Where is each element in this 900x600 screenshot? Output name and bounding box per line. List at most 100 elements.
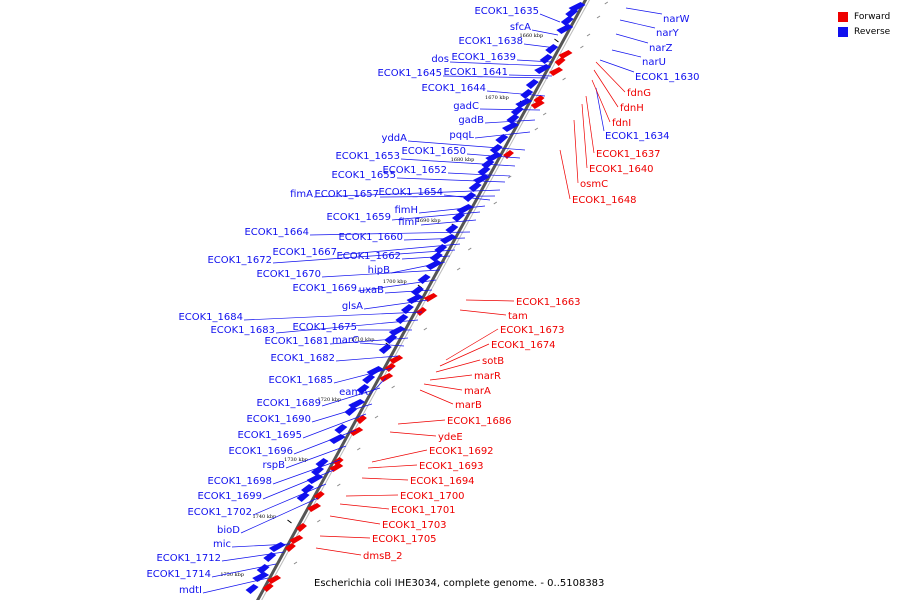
gene-label-forward[interactable]: fdnH	[620, 103, 644, 114]
gene-label-reverse[interactable]: dos	[431, 54, 449, 65]
gene-label-forward[interactable]: ECOK1_1701	[391, 505, 456, 516]
gene-label-forward[interactable]: ECOK1_1694	[410, 476, 475, 487]
reverse-gene-feature[interactable]	[545, 44, 559, 54]
forward-gene-feature[interactable]	[332, 457, 344, 466]
reverse-gene-feature[interactable]	[501, 122, 519, 132]
gene-label-reverse[interactable]: hipB	[368, 265, 390, 276]
gene-label-reverse[interactable]: ECOK1_1650	[401, 146, 466, 157]
reverse-gene-feature[interactable]	[477, 166, 491, 176]
gene-label-forward[interactable]: fdnI	[612, 118, 631, 129]
gene-label-reverse[interactable]: ECOK1_1659	[326, 212, 391, 223]
gene-label-reverse[interactable]: gadB	[458, 115, 484, 126]
gene-label-forward[interactable]: ECOK1_1700	[400, 491, 465, 502]
reverse-gene-feature[interactable]	[301, 484, 315, 494]
reverse-gene-feature[interactable]	[406, 294, 424, 304]
gene-label-reverse[interactable]: ECOK1_1653	[335, 151, 400, 162]
reverse-gene-feature[interactable]	[417, 274, 431, 284]
gene-label-reverse[interactable]: narW	[663, 14, 690, 25]
gene-label-forward[interactable]: ECOK1_1705	[372, 534, 437, 545]
reverse-gene-feature[interactable]	[425, 260, 443, 270]
forward-gene-feature[interactable]	[549, 67, 564, 76]
gene-label-forward[interactable]: ECOK1_1686	[447, 416, 512, 427]
forward-gene-feature[interactable]	[295, 523, 307, 532]
gene-label-reverse[interactable]: gadC	[453, 101, 479, 112]
gene-label-reverse[interactable]: ECOK1_1667	[272, 247, 337, 258]
forward-gene-feature[interactable]	[262, 583, 274, 592]
gene-label-reverse[interactable]: ECOK1_1630	[635, 72, 700, 83]
gene-label-reverse[interactable]: narY	[656, 28, 680, 39]
forward-gene-feature[interactable]	[423, 293, 438, 302]
reverse-gene-feature[interactable]	[515, 98, 533, 108]
gene-label-reverse[interactable]: narU	[642, 57, 666, 68]
gene-label-reverse[interactable]: fimA	[290, 189, 313, 200]
reverse-gene-feature[interactable]	[245, 584, 259, 594]
reverse-gene-feature[interactable]	[356, 384, 370, 394]
gene-label-reverse[interactable]: marC	[332, 335, 359, 346]
reverse-gene-feature[interactable]	[263, 552, 277, 562]
reverse-gene-feature[interactable]	[520, 89, 534, 99]
reverse-gene-feature[interactable]	[296, 492, 310, 502]
reverse-gene-feature[interactable]	[565, 8, 579, 18]
gene-label-forward[interactable]: fdnG	[627, 88, 651, 99]
gene-label-reverse[interactable]: ECOK1_1690	[246, 414, 311, 425]
reverse-gene-feature[interactable]	[489, 144, 503, 154]
reverse-gene-feature[interactable]	[556, 24, 574, 34]
gene-label-reverse[interactable]: ECOK1_1644	[421, 83, 486, 94]
reverse-gene-feature[interactable]	[306, 474, 324, 484]
forward-gene-feature[interactable]	[307, 503, 322, 512]
gene-label-forward[interactable]: ECOK1_1648	[572, 195, 637, 206]
gene-label-reverse[interactable]: ECOK1_1639	[451, 52, 516, 63]
gene-label-forward[interactable]: ECOK1_1693	[419, 461, 484, 472]
gene-label-reverse[interactable]: ECOK1_1634	[605, 131, 670, 142]
forward-gene-feature[interactable]	[349, 427, 364, 436]
forward-gene-feature[interactable]	[530, 100, 545, 109]
reverse-gene-feature[interactable]	[468, 182, 482, 192]
forward-gene-feature[interactable]	[267, 575, 282, 584]
gene-label-reverse[interactable]: ECOK1_1669	[292, 283, 357, 294]
gene-label-reverse[interactable]: ECOK1_1714	[146, 569, 211, 580]
gene-label-reverse[interactable]: fimH	[394, 205, 418, 216]
gene-label-reverse[interactable]: yddA	[382, 133, 408, 144]
reverse-gene-feature[interactable]	[362, 374, 376, 384]
gene-label-reverse[interactable]: ECOK1_1638	[458, 36, 523, 47]
reverse-gene-feature[interactable]	[445, 224, 459, 234]
gene-label-reverse[interactable]: ECOK1_1698	[207, 476, 272, 487]
gene-label-forward[interactable]: ECOK1_1637	[596, 149, 661, 160]
reverse-gene-feature[interactable]	[560, 16, 574, 26]
gene-label-reverse[interactable]: ECOK1_1712	[156, 553, 221, 564]
gene-label-reverse[interactable]: narZ	[649, 43, 673, 54]
gene-label-forward[interactable]: tam	[508, 311, 528, 322]
gene-label-reverse[interactable]: bioD	[217, 525, 240, 536]
gene-label-forward[interactable]: ECOK1_1663	[516, 297, 581, 308]
gene-label-reverse[interactable]: ECOK1_1652	[382, 165, 447, 176]
reverse-gene-feature[interactable]	[252, 572, 270, 582]
reverse-gene-feature[interactable]	[315, 458, 329, 468]
reverse-gene-feature[interactable]	[473, 174, 491, 184]
gene-label-reverse[interactable]: ECOK1_1684	[178, 312, 243, 323]
reverse-gene-feature[interactable]	[311, 466, 325, 476]
reverse-gene-feature[interactable]	[395, 314, 409, 324]
gene-label-reverse[interactable]: pqqL	[449, 130, 474, 141]
gene-label-forward[interactable]: dmsB_2	[363, 551, 403, 562]
gene-label-reverse[interactable]: ECOK1_1681	[264, 336, 329, 347]
forward-gene-feature[interactable]	[289, 535, 304, 544]
gene-label-forward[interactable]: ydeE	[438, 432, 463, 443]
reverse-gene-feature[interactable]	[534, 64, 552, 74]
reverse-gene-feature[interactable]	[439, 234, 457, 244]
gene-label-reverse[interactable]: ECOK1_1702	[187, 507, 252, 518]
gene-label-reverse[interactable]: ECOK1_1654	[378, 187, 443, 198]
gene-label-reverse[interactable]: ECOK1_1655	[331, 170, 396, 181]
forward-gene-feature[interactable]	[558, 50, 573, 59]
gene-label-reverse[interactable]: ECOK1_1682	[270, 353, 335, 364]
reverse-gene-feature[interactable]	[256, 564, 270, 574]
forward-gene-feature[interactable]	[533, 95, 545, 104]
gene-label-forward[interactable]: ECOK1_1703	[382, 520, 447, 531]
gene-label-reverse[interactable]: ECOK1_1662	[336, 251, 401, 262]
gene-label-reverse[interactable]: mic	[213, 539, 231, 550]
gene-label-forward[interactable]: osmC	[580, 179, 608, 190]
gene-label-reverse[interactable]: uxaB	[359, 285, 384, 296]
gene-label-reverse[interactable]: ECOK1_1683	[210, 325, 275, 336]
reverse-gene-feature[interactable]	[452, 212, 466, 222]
gene-label-forward[interactable]: ECOK1_1640	[589, 164, 654, 175]
gene-label-reverse[interactable]: ECOK1_1641	[443, 67, 508, 78]
